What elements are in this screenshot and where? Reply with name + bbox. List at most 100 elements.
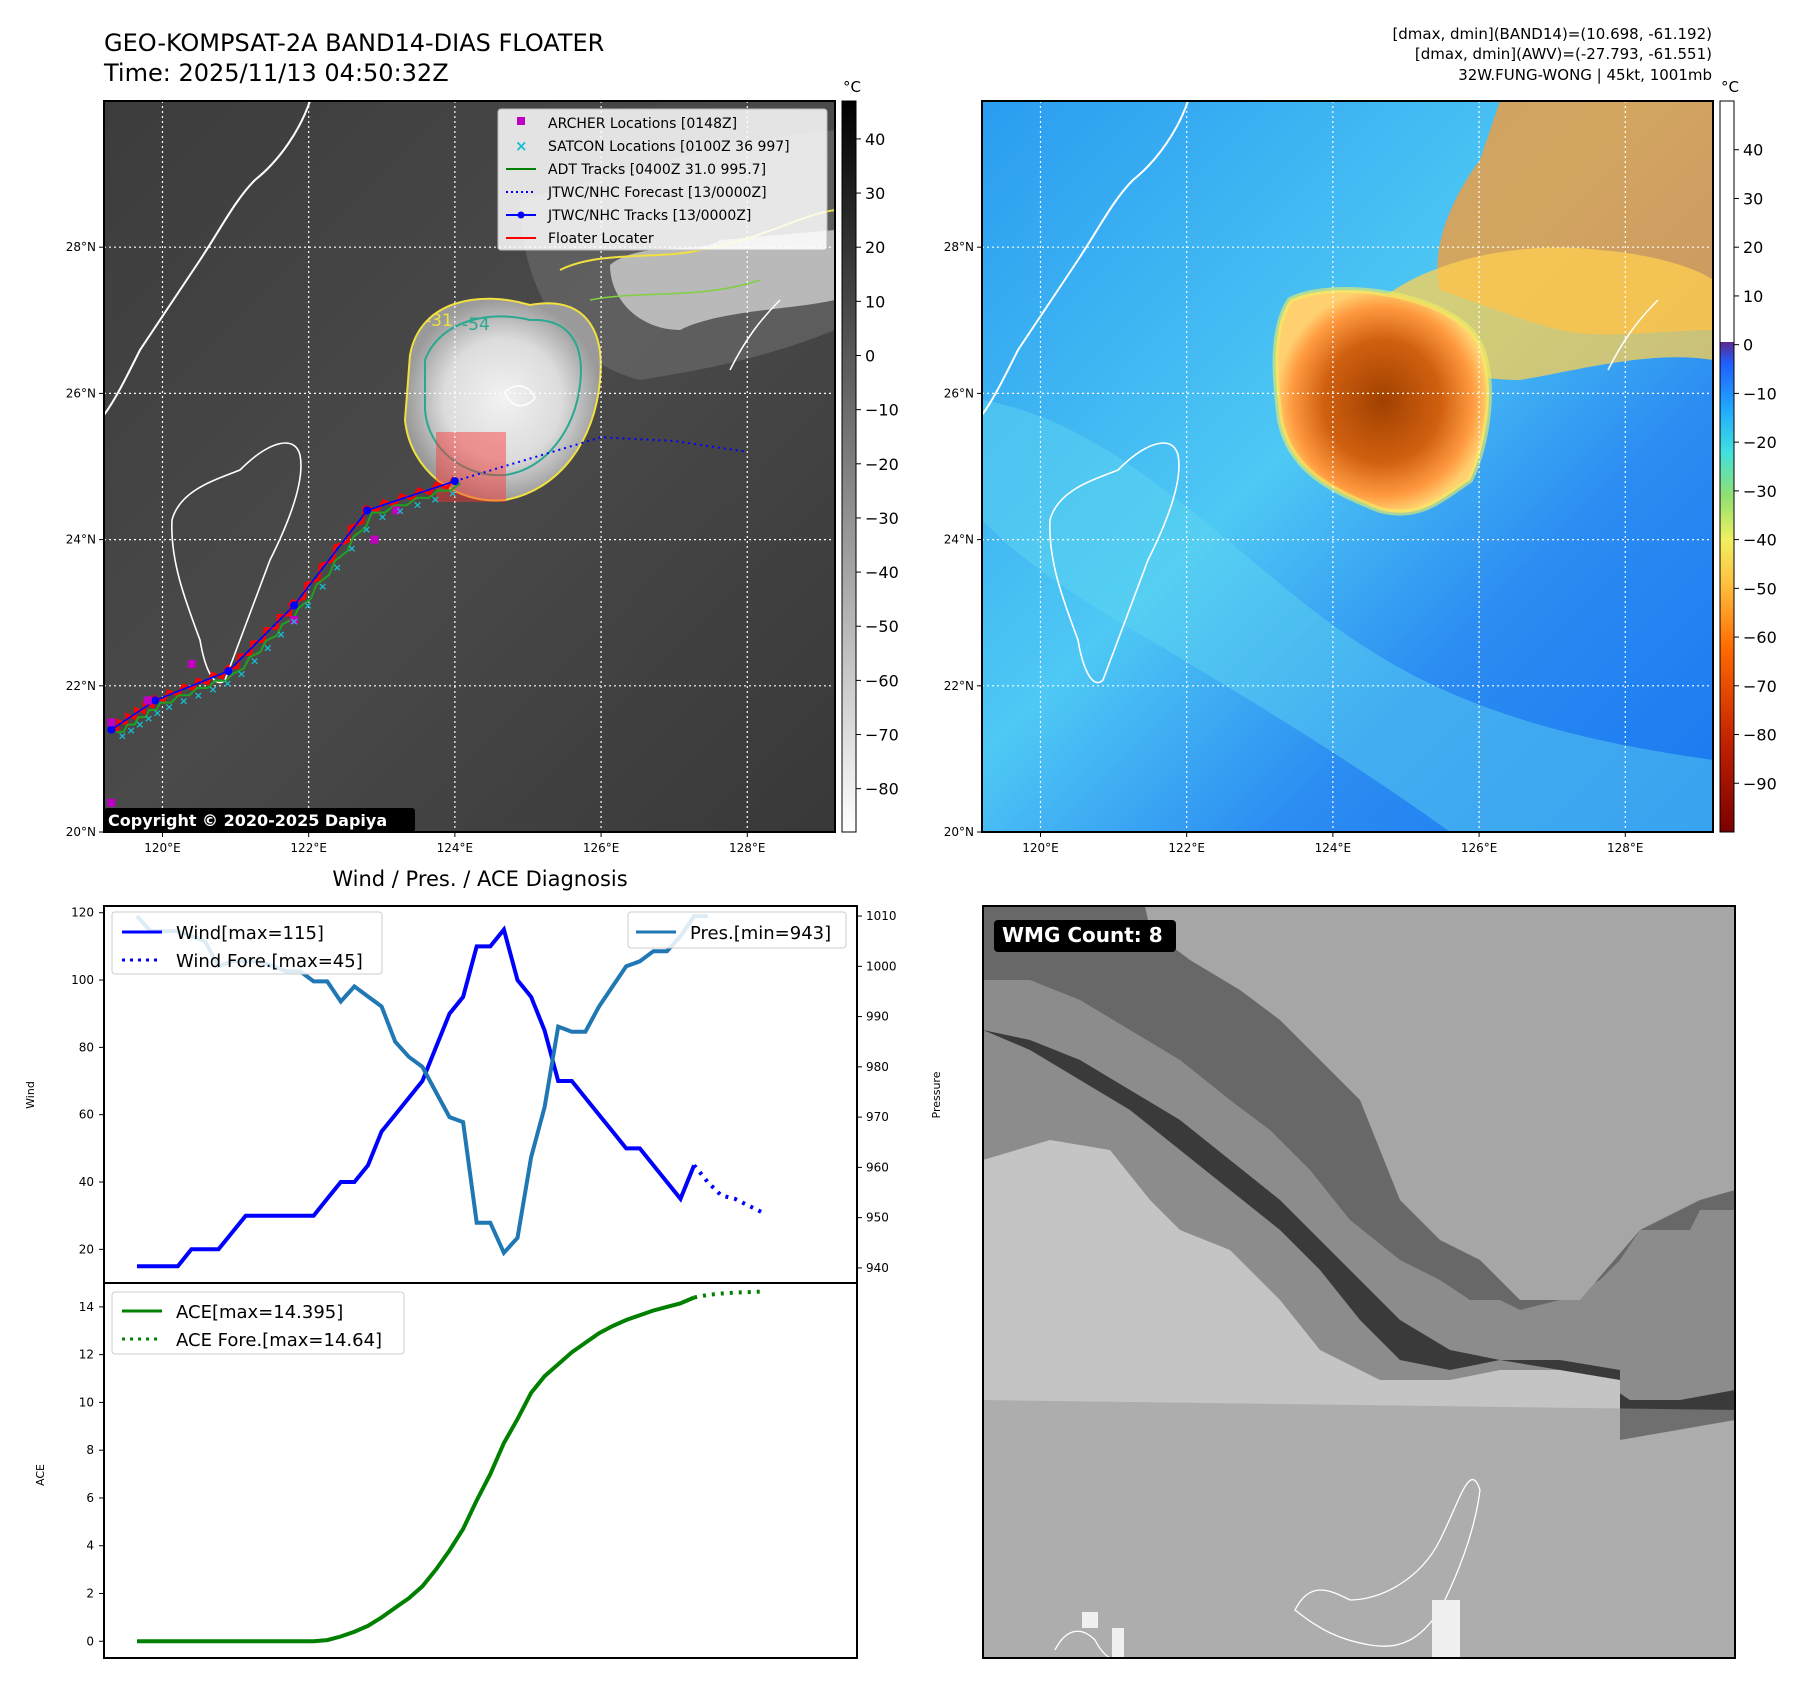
wmg-count-box [994, 920, 1176, 952]
wind-legend: Wind[max=115] Wind Fore.[max=45] [111, 911, 383, 975]
ace-tick-label: 8 [86, 1443, 94, 1457]
satcon-location: × [289, 615, 298, 628]
ir-map-frame [103, 100, 836, 833]
wmg-bright-pixel [1112, 1628, 1124, 1658]
diagnosis-title: Wind / Pres. / ACE Diagnosis [332, 867, 627, 891]
wmg-count-label: WMG Count: 8 [1002, 923, 1163, 947]
wv-map-frame [981, 100, 1714, 833]
lon-tick-label: 122°E [1168, 841, 1205, 855]
colorbar-tick-label: −50 [1743, 579, 1777, 598]
lat-tick-label: 22°N [66, 679, 96, 693]
wind-tick-label: 120 [71, 906, 94, 920]
legend-ace: ACE[max=14.395] [176, 1302, 343, 1323]
pressure-tick-label: 960 [866, 1160, 889, 1174]
satcon-location: × [126, 724, 135, 737]
ir-contour-ne2 [589, 279, 761, 301]
wv-taiwan-coast [1049, 442, 1180, 684]
legend-pres: Pres.[min=943] [690, 923, 831, 944]
legend-jtwc: JTWC/NHC Tracks [13/0000Z] [547, 208, 751, 224]
copyright-box [104, 808, 415, 832]
lat-tick-label: 26°N [66, 386, 96, 400]
colorbar-tick-label: −70 [1743, 677, 1777, 696]
archer-location [370, 535, 379, 544]
colorbar-tick-label: −40 [865, 563, 899, 582]
pressure-tick-label: 1010 [866, 909, 897, 923]
wmg-band-mid [983, 1400, 1735, 1658]
satcon-location: × [378, 510, 387, 523]
satcon-location: × [164, 700, 173, 713]
lat-tick-label: 20°N [66, 825, 96, 839]
wv-colorbar-ticks: 40 30 20 10 0 −10 −20 −30 −40 −50 −60 −70 −80 −90 [1734, 141, 1777, 793]
ace-axis-label: ACE [34, 1464, 47, 1486]
contour-label-31: -31 [425, 311, 453, 331]
wind-tick-label: 100 [71, 973, 94, 987]
colorbar-tick-label: 40 [1743, 141, 1763, 160]
jtwc-track-point [107, 725, 116, 734]
satcon-location: × [362, 523, 371, 536]
pressure-tick-label: 950 [866, 1211, 889, 1225]
wmg-bright-pixel [1432, 1600, 1460, 1658]
wv-storm-edge [1272, 287, 1492, 516]
satcon-location: × [153, 706, 162, 719]
ir-contour-outer [403, 297, 602, 502]
legend-wind-fore: Wind Fore.[max=45] [176, 951, 363, 972]
lon-tick-label: 126°E [583, 841, 620, 855]
colorbar-tick-label: 20 [865, 238, 885, 257]
wv-lon-axis: 120°E 122°E 124°E 126°E 128°E [1022, 832, 1644, 855]
satcon-location: × [179, 695, 188, 708]
lon-tick-label: 124°E [1315, 841, 1352, 855]
ace-chart: ACE 0 2 4 6 8 10 12 14 ACE[max=14.395] ACE Fore… [34, 1282, 858, 1659]
colorbar-tick-label: −40 [1743, 531, 1777, 550]
ir-map-panel: -31 -54 × × × × × × × × × ×××××××××××× × × × × 120°E 1… [66, 78, 899, 855]
colorbar-tick-label: −70 [865, 726, 899, 745]
wind-tick-label: 60 [79, 1108, 94, 1122]
wind-tick-label: 20 [79, 1242, 94, 1256]
legend-wind: Wind[max=115] [176, 923, 324, 944]
lat-tick-label: 26°N [944, 386, 974, 400]
colorbar-tick-label: −30 [865, 509, 899, 528]
satcon-location: × [237, 668, 246, 681]
colorbar-tick-label: −20 [1743, 433, 1777, 452]
wmg-panel: WMG Count: 8 [982, 905, 1736, 1659]
satcon-location: × [318, 580, 327, 593]
lat-tick-label: 24°N [944, 533, 974, 547]
wmg-island-coast [1054, 1630, 1111, 1658]
satcon-location: × [413, 499, 422, 512]
satcon-location: × [223, 677, 232, 690]
legend-jtwc-dot [517, 211, 525, 219]
archer-location [107, 798, 116, 807]
satcon-location: × [144, 712, 153, 725]
wind-tick-label: 40 [79, 1175, 94, 1189]
wv-china-coast [982, 101, 1189, 416]
satcon-location: × [333, 561, 342, 574]
legend-ace-fore: ACE Fore.[max=14.64] [176, 1330, 382, 1351]
satcon-location: × [194, 689, 203, 702]
ir-legend: ARCHER Locations [0148Z] × SATCON Locati… [497, 108, 828, 251]
satcon-location: × [395, 505, 404, 518]
wv-moist-band [982, 400, 1713, 832]
jtwc-track-point [290, 601, 299, 610]
lon-tick-label: 120°E [144, 841, 181, 855]
archer-location [107, 718, 116, 727]
ace-forecast-series-line [693, 1289, 763, 1300]
lon-tick-label: 126°E [1461, 841, 1498, 855]
lat-tick-label: 28°N [944, 240, 974, 254]
colorbar-tick-label: 0 [1743, 336, 1753, 355]
colorbar-tick-label: −10 [865, 401, 899, 420]
legend-archer-marker [517, 117, 525, 125]
wmg-taiwan-coast [1294, 1479, 1481, 1647]
wmg-band-black [983, 1030, 1735, 1440]
wmg-frame [982, 905, 1736, 1659]
ace-y-ticks: 0 2 4 6 8 10 12 14 [79, 1300, 104, 1648]
wv-storm-core [1275, 290, 1489, 513]
satcon-location: × [250, 654, 259, 667]
ir-lat-axis: 28°N 26°N 24°N 22°N 20°N [66, 240, 104, 839]
figure-title: GEO-KOMPSAT-2A BAND14-DIAS FLOATER [104, 29, 604, 57]
wv-lat-axis: 28°N 26°N 24°N 22°N 20°N [944, 240, 982, 839]
colorbar-tick-label: −10 [1743, 384, 1777, 403]
ir-ryukyu-coast [729, 299, 781, 371]
jtwc-track-point [450, 477, 459, 486]
jtwc-best-track [110, 480, 456, 731]
lon-tick-label: 128°E [729, 841, 766, 855]
pressure-tick-label: 980 [866, 1060, 889, 1074]
